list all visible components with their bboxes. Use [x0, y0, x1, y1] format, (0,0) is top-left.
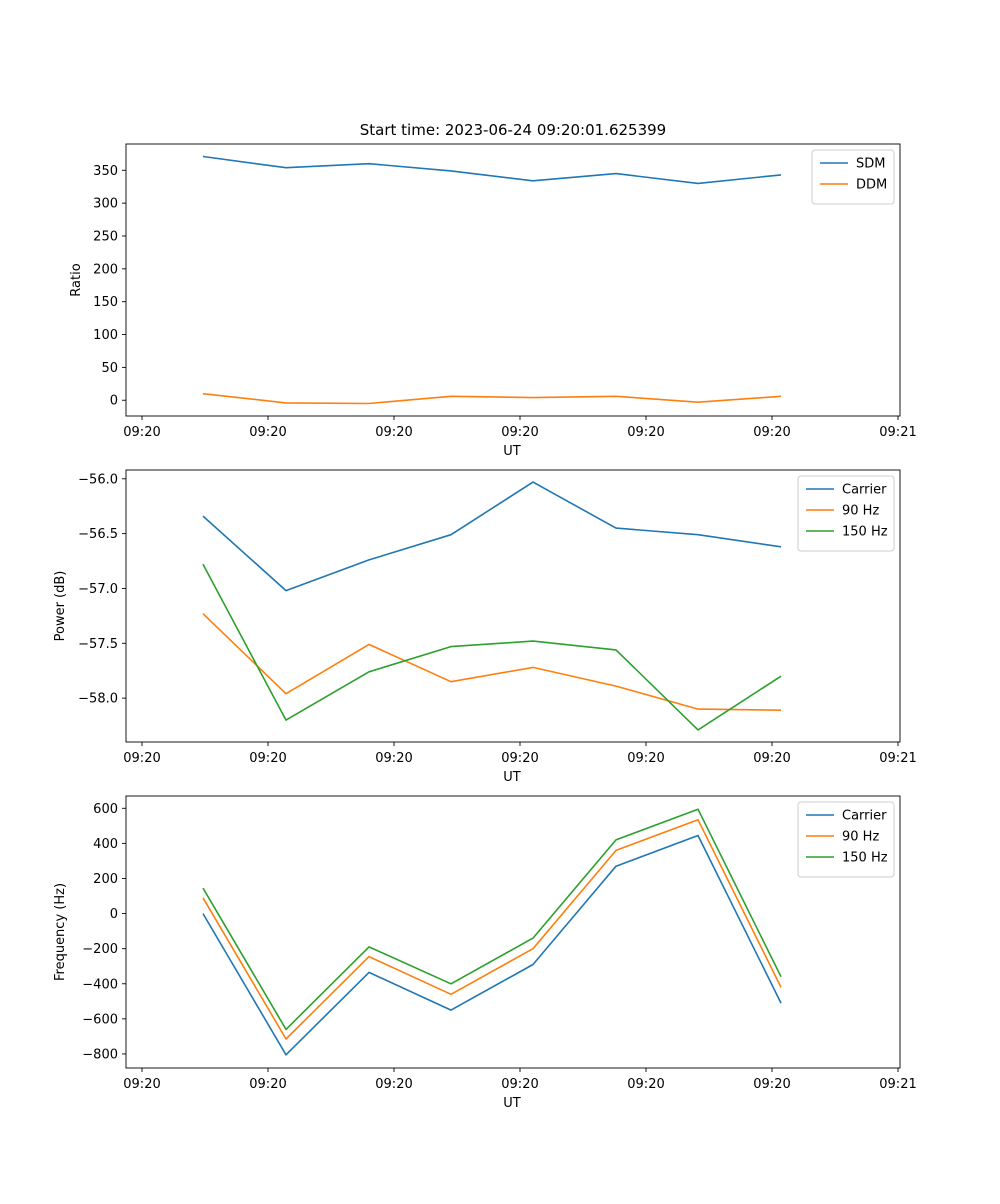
legend-label: 150 Hz [842, 851, 888, 866]
y-axis-label: Frequency (Hz) [53, 883, 68, 981]
y-tick-label: 150 [93, 295, 118, 310]
series-line [203, 394, 781, 404]
y-tick-label: 300 [93, 197, 118, 212]
x-tick-label: 09:20 [501, 425, 538, 440]
x-tick-label: 09:20 [501, 751, 538, 766]
y-tick-label: −58.0 [78, 692, 118, 707]
series-line [203, 809, 781, 1029]
y-tick-label: −400 [82, 977, 118, 992]
x-tick-label: 09:20 [249, 751, 286, 766]
y-tick-label: 50 [101, 361, 118, 376]
legend-label: 150 Hz [842, 525, 888, 540]
x-tick-label: 09:20 [753, 425, 790, 440]
y-tick-label: 0 [110, 907, 118, 922]
series-line [203, 482, 781, 590]
legend-label: Carrier [842, 809, 887, 824]
y-tick-label: 250 [93, 229, 118, 244]
y-tick-label: −800 [82, 1047, 118, 1062]
y-tick-label: 350 [93, 164, 118, 179]
x-tick-label: 09:20 [753, 1077, 790, 1092]
y-axis-label: Ratio [69, 263, 84, 296]
legend-label: 90 Hz [842, 830, 879, 845]
y-tick-label: 0 [110, 394, 118, 409]
y-tick-label: −200 [82, 942, 118, 957]
x-tick-label: 09:20 [501, 1077, 538, 1092]
legend-label: 90 Hz [842, 504, 879, 519]
x-tick-label: 09:20 [249, 425, 286, 440]
y-tick-label: −56.5 [78, 527, 118, 542]
legend-label: SDM [856, 157, 885, 172]
series-line [203, 614, 781, 711]
x-tick-label: 09:20 [375, 751, 412, 766]
y-tick-label: −57.0 [78, 582, 118, 597]
y-tick-label: 400 [93, 837, 118, 852]
y-axis-label: Power (dB) [53, 571, 68, 642]
chart-title: Start time: 2023-06-24 09:20:01.625399 [126, 121, 900, 139]
x-tick-label: 09:21 [879, 751, 916, 766]
x-tick-label: 09:20 [375, 1077, 412, 1092]
y-tick-label: −57.5 [78, 637, 118, 652]
legend-label: Carrier [842, 483, 887, 498]
y-tick-label: −56.0 [78, 472, 118, 487]
x-tick-label: 09:20 [249, 1077, 286, 1092]
y-tick-label: 100 [93, 328, 118, 343]
x-tick-label: 09:20 [123, 1077, 160, 1092]
x-axis-label: UT [503, 1096, 521, 1111]
series-line [203, 836, 781, 1055]
x-tick-label: 09:20 [123, 751, 160, 766]
series-line [203, 820, 781, 1039]
y-tick-label: 200 [93, 872, 118, 887]
x-axis-label: UT [503, 444, 521, 459]
legend-label: DDM [856, 178, 887, 193]
y-tick-label: 200 [93, 262, 118, 277]
x-tick-label: 09:20 [627, 1077, 664, 1092]
x-tick-label: 09:20 [123, 425, 160, 440]
y-tick-label: −600 [82, 1012, 118, 1027]
y-tick-label: 600 [93, 802, 118, 817]
x-tick-label: 09:21 [879, 1077, 916, 1092]
x-tick-label: 09:20 [627, 751, 664, 766]
x-tick-label: 09:20 [627, 425, 664, 440]
x-axis-label: UT [503, 770, 521, 785]
series-line [203, 157, 781, 184]
x-tick-label: 09:20 [375, 425, 412, 440]
plot-frame [126, 470, 900, 742]
x-tick-label: 09:20 [753, 751, 790, 766]
plot-frame [126, 796, 900, 1068]
x-tick-label: 09:21 [879, 425, 916, 440]
plot-frame [126, 144, 900, 416]
